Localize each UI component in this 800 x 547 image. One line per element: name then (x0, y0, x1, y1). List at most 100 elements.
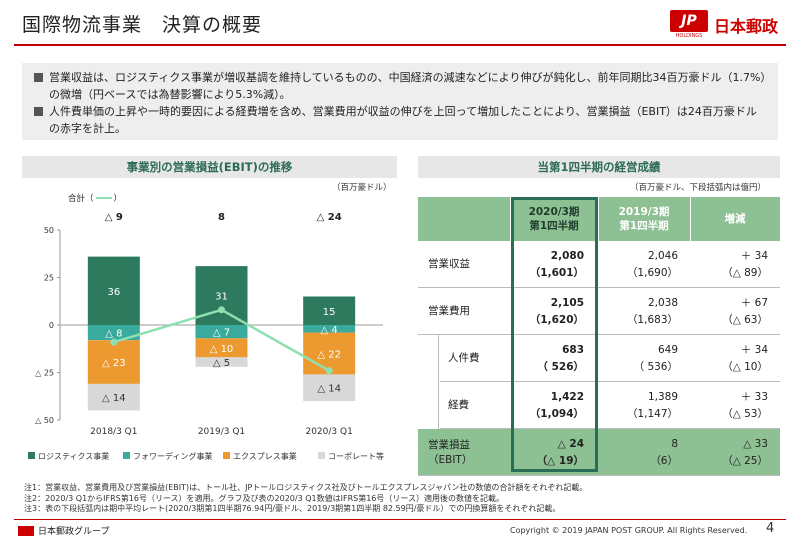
bar-segment (303, 296, 356, 325)
table-cell: 2,080 （1,601） (510, 241, 598, 288)
row-label: 営業収益 (428, 258, 470, 270)
cell-yen-value: （1,601） (529, 266, 584, 279)
table-cell: 8 （6） (598, 429, 690, 476)
table-header-band (418, 197, 780, 241)
cell-yen-value: （1,690） (626, 266, 678, 279)
table-cell: 683 （ 526） (510, 335, 598, 382)
table-cell: 2,046 （1,690） (598, 241, 690, 288)
bullet-square-icon (34, 107, 43, 116)
bar-segment (87, 256, 140, 325)
row-divider (418, 475, 780, 476)
cell-value: ＋ 34 (740, 249, 768, 262)
bar-label: △ 10 (210, 344, 234, 355)
cell-value: 683 (562, 343, 584, 356)
footnotes: 注1：営業収益、営業費用及び営業損益(EBIT)は、トール社、JPトールロジステ… (24, 483, 587, 515)
row-label: 人件費 (448, 352, 480, 364)
row-label: 営業費用 (428, 305, 470, 317)
cell-yen-value: （△ 89） (722, 266, 768, 279)
results-unit: （百万豪ドル、下段括弧内は億円） (630, 183, 767, 193)
cell-value: ＋ 67 (740, 296, 768, 309)
bar-label: △ 14 (317, 384, 341, 395)
bar-label: 36 (107, 287, 120, 298)
bar-segment (195, 357, 248, 367)
bar-segment (195, 325, 248, 339)
bar-label: △ 23 (102, 358, 126, 369)
table-cell: 1,422 （1,094） (510, 382, 598, 429)
x-tick-label: 2019/3 Q1 (198, 427, 245, 437)
cell-yen-value: （6） (650, 454, 678, 467)
table-cell: ＋ 67 （△ 63） (690, 288, 780, 335)
bar-label: △ 8 (105, 329, 122, 340)
summary-item: 営業収益は、ロジスティクス事業が増収基調を維持しているものの、中国経済の減速など… (34, 69, 766, 103)
total-point (218, 306, 225, 314)
summary-text: 営業収益は、ロジスティクス事業が増収基調を維持しているものの、中国経済の減速など… (49, 71, 766, 101)
table-cell: 2,038 （1,683） (598, 288, 690, 335)
y-tick-label: 25 (44, 274, 54, 283)
legend-swatch (223, 452, 230, 459)
row-divider (418, 334, 780, 335)
cell-yen-value: （△ 53） (722, 407, 768, 420)
cell-value: △ 33 (743, 437, 768, 450)
y-tick-label: 0 (49, 321, 54, 330)
cell-yen-value: （1,147） (626, 407, 678, 420)
total-point (110, 338, 118, 346)
bar-label: △ 7 (213, 328, 230, 339)
footer-rule (14, 519, 786, 520)
cell-value: 1,389 (647, 390, 678, 403)
column-header: 2019/3期 第1四半期 (618, 206, 670, 232)
legend-label: エクスプレス事業 (233, 451, 297, 461)
cell-yen-value: （△ 63） (722, 313, 768, 326)
total-line-swatch (95, 197, 112, 199)
table-cell: △ 33 （△ 25） (690, 429, 780, 476)
ebit-row-band (418, 429, 780, 476)
results-header: 当第1四半期の経営成績 (418, 156, 780, 178)
cell-yen-value: （△ 25） (722, 454, 768, 467)
summary-item: 人件費単価の上昇や一時的要因による経費増を含め、営業費用が収益の伸びを上回って増… (34, 103, 766, 137)
cell-value: 8 (671, 437, 678, 450)
indent-line (438, 335, 439, 382)
row-label: 営業損益 （EBIT） (428, 438, 473, 466)
summary-box: 営業収益は、ロジスティクス事業が増収基調を維持しているものの、中国経済の減速など… (22, 63, 778, 140)
footnote-3: 注3：表の下段括弧内は期中平均レート(2020/3期第1四半期76.94円/豪ド… (24, 504, 561, 513)
bar-segment (87, 340, 140, 384)
table-cell: ＋ 34 （△ 89） (690, 241, 780, 288)
jp-logo-mark: JP (669, 10, 708, 32)
summary-text: 人件費単価の上昇や一時的要因による経費増を含め、営業費用が収益の伸びを上回って増… (49, 105, 757, 135)
column-header: 2020/3期 第1四半期 (528, 206, 580, 232)
results-table: 2020/3期 第1四半期 2019/3期 第1四半期 増減 営業収益 2,080 （1,… (418, 197, 780, 476)
total-label: 8 (218, 212, 225, 223)
bar-label: △ 5 (213, 358, 230, 369)
y-tick-label: △ 25 (35, 369, 54, 378)
bar-segment (303, 325, 356, 333)
bar-label: △ 22 (317, 350, 341, 361)
cell-value: 2,038 (647, 296, 678, 309)
row-divider (440, 381, 780, 382)
table-cell: 1,389 （1,147） (598, 382, 690, 429)
cell-yen-value: （ 536） (633, 360, 678, 373)
bullet-square-icon (34, 73, 43, 82)
row-divider (440, 428, 780, 429)
table-cell: △ 24 （△ 19） (510, 429, 598, 476)
legend-label: コーポレート等 (328, 451, 384, 461)
bar-segment (195, 338, 248, 358)
total-label: △ 9 (105, 212, 123, 223)
cell-value: 649 (657, 343, 678, 356)
bar-label: 15 (323, 307, 336, 318)
ebit-chart: 50 25 0 △ 25 △ 50 36 △ 8 △ 23 △ 14 2018/3 Q1 △ 9 31… (28, 212, 384, 461)
title-rule (14, 44, 786, 46)
bar-label: △ 4 (321, 325, 338, 336)
bar-label: 31 (215, 292, 228, 303)
group-logo-mark (18, 525, 34, 536)
footnote-2: 注2：2020/3 Q1からIFRS第16号（リース）を適用。グラフ及び表の20… (24, 493, 504, 503)
table-cell: ＋ 33 （△ 53） (690, 382, 780, 429)
logo-text: 日本郵政 (713, 16, 778, 36)
current-period-highlight (511, 197, 598, 472)
group-logo-text: 日本郵政グループ (38, 527, 110, 537)
page-number: 4 (766, 521, 775, 536)
cell-value: △ 24 (557, 437, 584, 450)
total-legend-end: ） (113, 194, 123, 204)
total-legend: 合計（ ） (68, 192, 122, 204)
table-cell: 2,105 （1,620） (510, 288, 598, 335)
cell-value: 2,046 (647, 249, 678, 262)
total-label: △ 24 (317, 212, 342, 223)
